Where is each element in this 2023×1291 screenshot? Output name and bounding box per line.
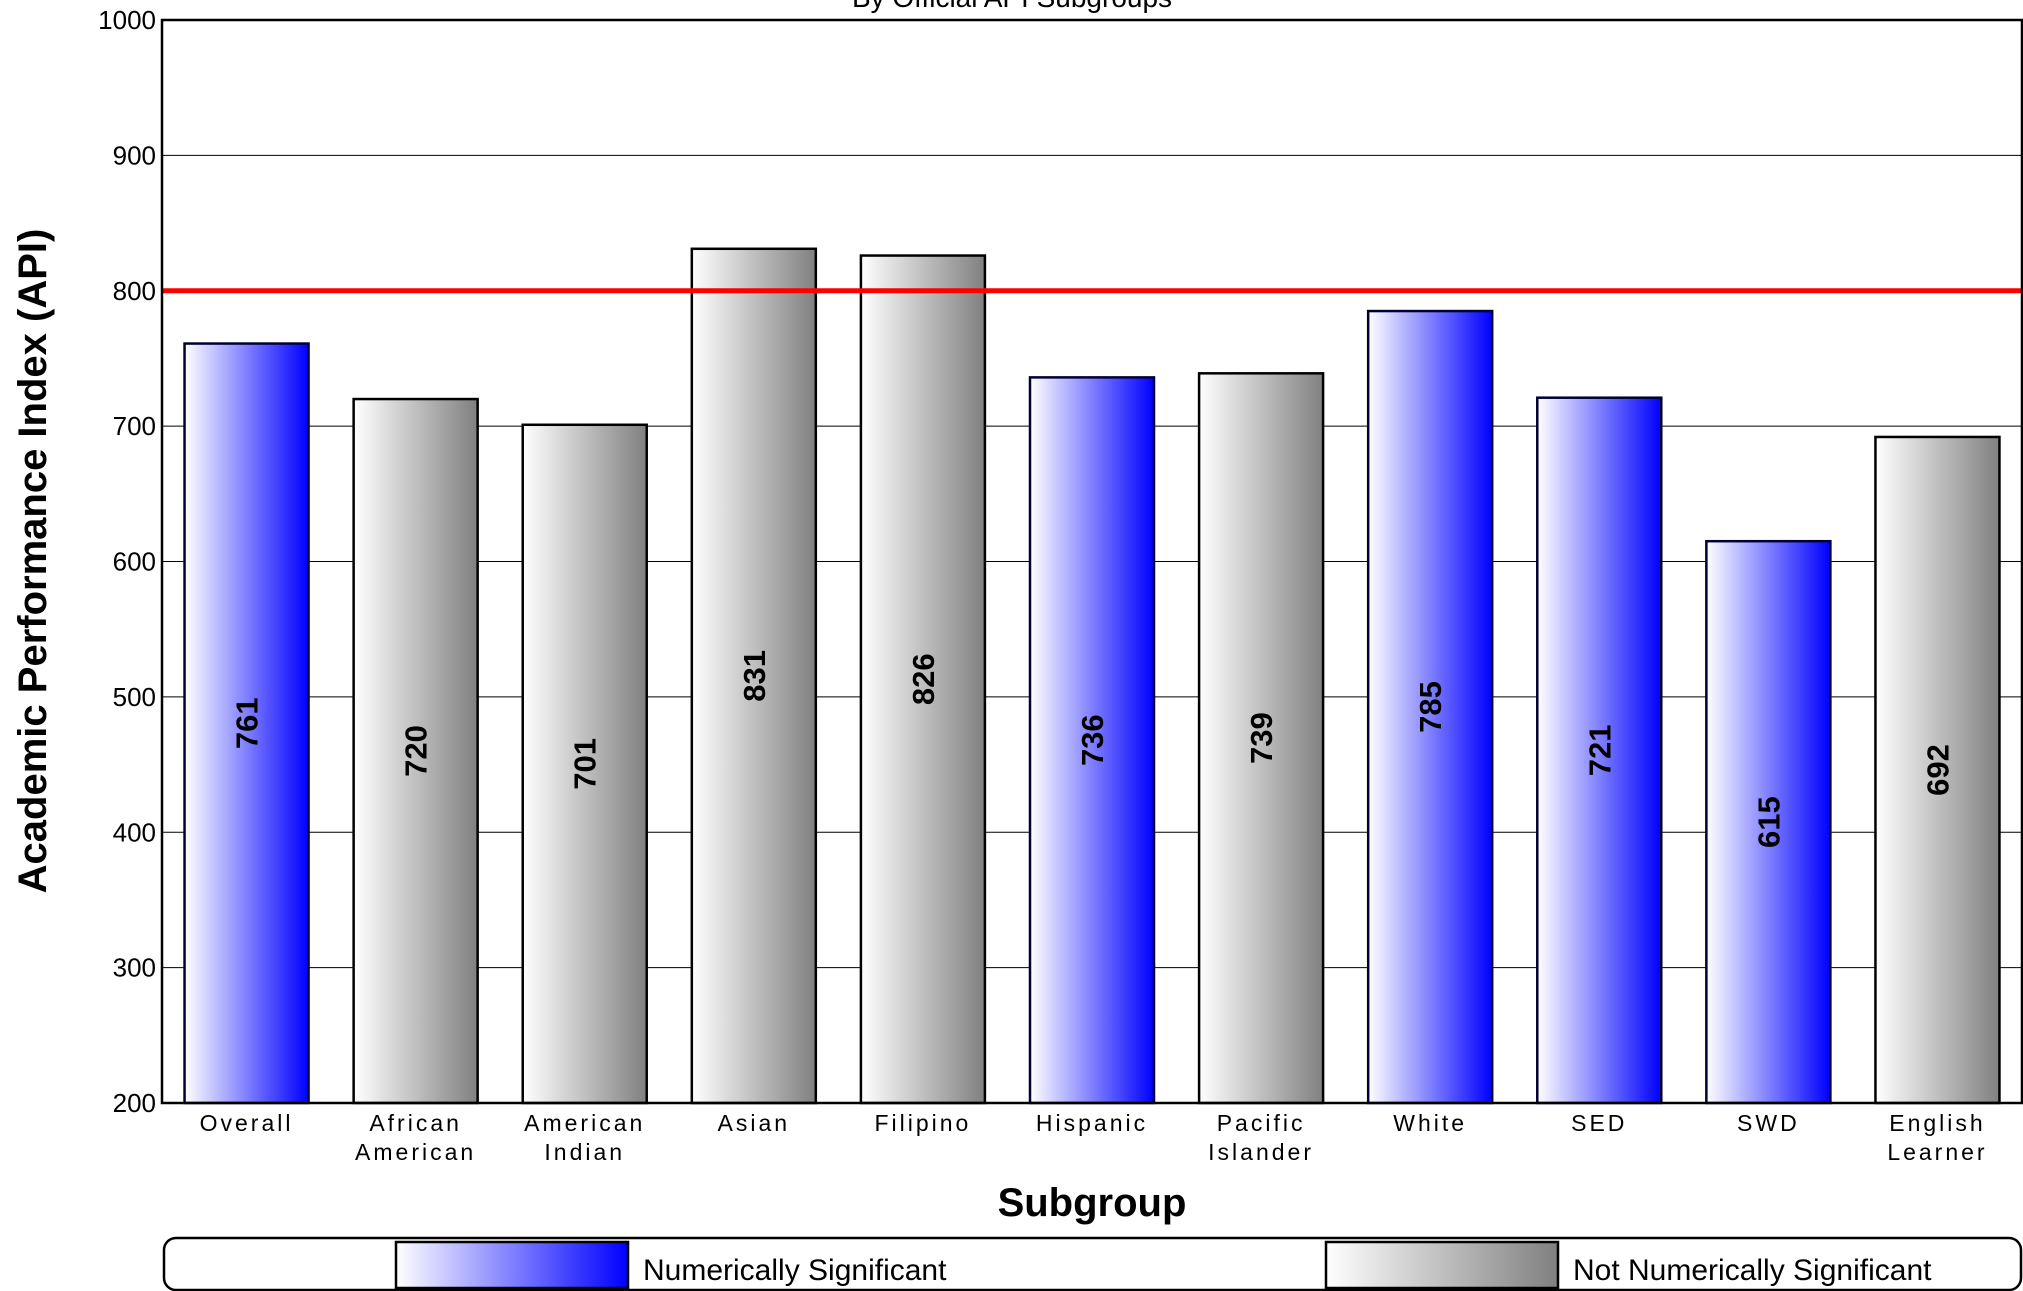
legend-label: Numerically Significant: [643, 1254, 947, 1287]
bar: [521, 423, 648, 1105]
legend: Numerically Significant Not Numerically S…: [162, 1236, 2023, 1291]
bar-value-label: 701: [568, 738, 603, 790]
x-tick-label: Islander: [1208, 1139, 1314, 1165]
bar: [1536, 396, 1663, 1105]
bar: [1028, 376, 1156, 1105]
y-tick-label: 500: [113, 682, 156, 712]
bar-value-label: 739: [1244, 712, 1279, 764]
y-tick-label: 900: [113, 140, 156, 170]
x-tick-label: Overall: [200, 1110, 294, 1136]
x-tick-label: White: [1393, 1110, 1467, 1136]
x-tick-label: African: [369, 1110, 462, 1136]
plot-frame: [160, 18, 2023, 1105]
x-tick-label: Filipino: [874, 1110, 971, 1136]
y-tick-label: 200: [113, 1088, 156, 1118]
bar-value-label: 736: [1075, 714, 1110, 766]
x-tick-label: English: [1889, 1110, 1985, 1136]
y-tick-label: 1000: [98, 5, 156, 35]
y-axis-title: Academic Performance Index (API): [11, 229, 55, 894]
x-tick-label: American: [524, 1110, 645, 1136]
bar: [352, 397, 479, 1105]
bars: 761 720 701 831 826 736 739 785 721 615 692: [183, 247, 2001, 1105]
x-tick-label: Indian: [544, 1139, 625, 1165]
y-tick-label: 300: [113, 953, 156, 983]
bar-value-label: 692: [1920, 744, 1955, 796]
bar: [859, 254, 987, 1105]
legend-swatch: [394, 1240, 630, 1290]
x-axis-title: Subgroup: [998, 1181, 1187, 1225]
x-tick-label: SED: [1571, 1110, 1627, 1136]
bar-value-label: 826: [906, 653, 941, 705]
legend-label: Not Numerically Significant: [1573, 1254, 1932, 1287]
y-tick-label: 600: [113, 547, 156, 577]
bar-value-label: 615: [1751, 796, 1786, 848]
chart-subtitle: By Official API Subgroups: [852, 0, 1172, 13]
y-axis-ticks: 200 300 400 500 600 700 800 900 1000: [98, 5, 156, 1118]
x-tick-label: Hispanic: [1036, 1110, 1148, 1136]
x-tick-label: Pacific: [1217, 1110, 1306, 1136]
bar-value-label: 761: [230, 697, 265, 749]
bar: [1366, 309, 1494, 1105]
y-tick-label: 700: [113, 411, 156, 441]
bar-value-label: 720: [399, 725, 434, 777]
bar-value-label: 831: [737, 650, 772, 702]
bar: [690, 247, 818, 1105]
x-axis-labels: Overall African American American Indian Asia…: [200, 1110, 1987, 1165]
bar-value-label: 721: [1582, 724, 1617, 776]
y-tick-label: 400: [113, 817, 156, 847]
bar: [1197, 372, 1325, 1105]
bar: [1874, 435, 2001, 1105]
legend-swatch: [1324, 1240, 1560, 1290]
x-tick-label: SWD: [1737, 1110, 1800, 1136]
bar: [1705, 539, 1832, 1105]
x-tick-label: Learner: [1887, 1139, 1987, 1165]
bar-value-label: 785: [1413, 681, 1448, 733]
x-tick-label: American: [355, 1139, 476, 1165]
x-tick-label: Asian: [718, 1110, 791, 1136]
y-tick-label: 800: [113, 276, 156, 306]
